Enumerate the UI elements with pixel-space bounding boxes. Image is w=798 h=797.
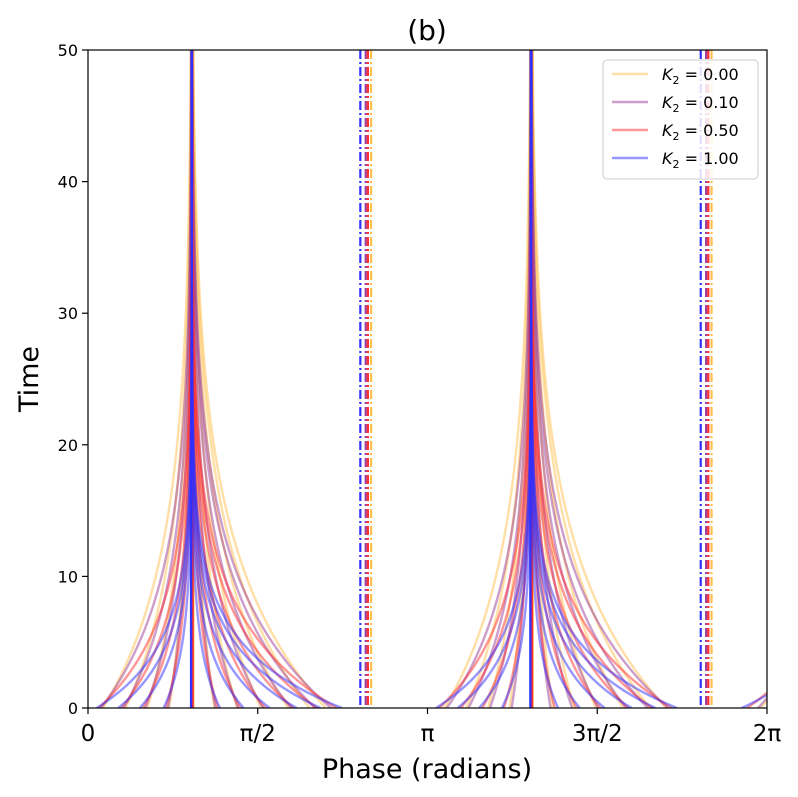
y-tick-label: 20 [58,436,78,455]
trajectory-line [192,50,327,708]
legend-subscript: 2 [673,158,680,171]
legend-label: K2 = 0.50 [662,121,739,143]
chart-title: (b) [407,14,447,47]
y-tick-label: 50 [58,41,78,60]
x-tick-label: 2π [753,721,782,747]
series-3 [95,50,767,708]
x-axis-ticks: 0 π/2 π 3π/2 2π [81,708,782,747]
legend-value: = 1.00 [680,149,739,168]
legend-symbol: K [662,121,674,140]
legend-value: = 0.00 [680,65,739,84]
legend-box [602,59,759,180]
trajectory-line [190,50,343,708]
legend-subscript: 2 [673,102,680,115]
trajectory-curves [95,50,767,708]
x-tick-label: 3π/2 [572,721,623,747]
legend-subscript: 2 [673,74,680,87]
legend-value: = 0.10 [680,93,739,112]
y-tick-label: 0 [68,699,78,718]
x-tick-label: π [421,721,435,747]
y-axis-label: Time [14,346,45,413]
x-tick-label: 0 [81,721,96,747]
y-tick-label: 40 [58,173,78,192]
trajectory-line [529,50,678,708]
legend-subscript: 2 [673,130,680,143]
y-axis-ticks: 0 10 20 30 40 50 [58,41,88,718]
x-tick-label: π/2 [240,721,276,747]
legend-label: K2 = 0.10 [662,93,739,115]
legend-value: = 0.50 [680,121,739,140]
x-axis-label: Phase (radians) [322,754,532,785]
trajectory-line [531,50,668,708]
plot-area [95,50,767,708]
y-tick-label: 30 [58,304,78,323]
legend-symbol: K [662,149,674,168]
legend-symbol: K [662,65,674,84]
legend-label: K2 = 0.00 [662,65,739,87]
legend-symbol: K [662,93,674,112]
legend-label: K2 = 1.00 [662,149,739,171]
y-tick-label: 10 [58,567,78,586]
